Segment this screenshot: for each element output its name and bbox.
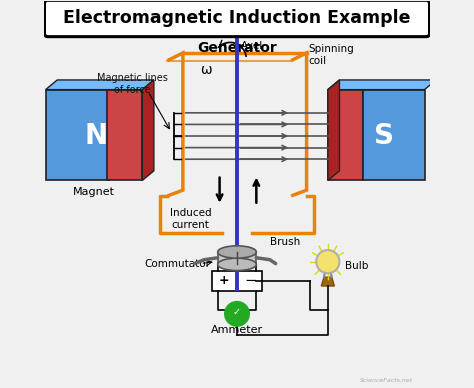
FancyBboxPatch shape — [46, 90, 109, 180]
Text: Commutator: Commutator — [144, 258, 210, 268]
Polygon shape — [218, 252, 256, 264]
Text: ✓: ✓ — [233, 307, 241, 317]
FancyBboxPatch shape — [328, 90, 363, 180]
Polygon shape — [46, 80, 154, 90]
FancyBboxPatch shape — [45, 0, 429, 36]
FancyBboxPatch shape — [363, 90, 425, 180]
Text: ScienceFacts.net: ScienceFacts.net — [360, 378, 413, 383]
Polygon shape — [328, 80, 436, 90]
Text: Brush: Brush — [270, 237, 300, 247]
Text: Electromagnetic Induction Example: Electromagnetic Induction Example — [63, 9, 411, 28]
Text: Induced
current: Induced current — [170, 208, 211, 230]
Text: −: − — [244, 274, 257, 289]
Polygon shape — [142, 80, 154, 180]
Text: Ammeter: Ammeter — [211, 325, 263, 335]
Text: S: S — [374, 122, 394, 150]
Polygon shape — [328, 80, 339, 180]
Text: Magnetic lines
of force: Magnetic lines of force — [97, 73, 168, 95]
Bar — [212, 271, 262, 291]
Ellipse shape — [218, 258, 256, 270]
Text: Magnet: Magnet — [73, 187, 115, 197]
Circle shape — [316, 250, 339, 273]
Polygon shape — [321, 277, 335, 286]
FancyBboxPatch shape — [108, 90, 142, 180]
Text: ω: ω — [200, 63, 212, 77]
Text: Axel: Axel — [241, 41, 263, 51]
Text: N: N — [84, 122, 108, 150]
Text: Bulb: Bulb — [345, 260, 369, 270]
Text: Spinning
coil: Spinning coil — [309, 44, 354, 66]
Text: +: + — [218, 274, 229, 288]
Circle shape — [226, 302, 248, 326]
Ellipse shape — [218, 246, 256, 258]
Text: Generator: Generator — [197, 41, 277, 55]
